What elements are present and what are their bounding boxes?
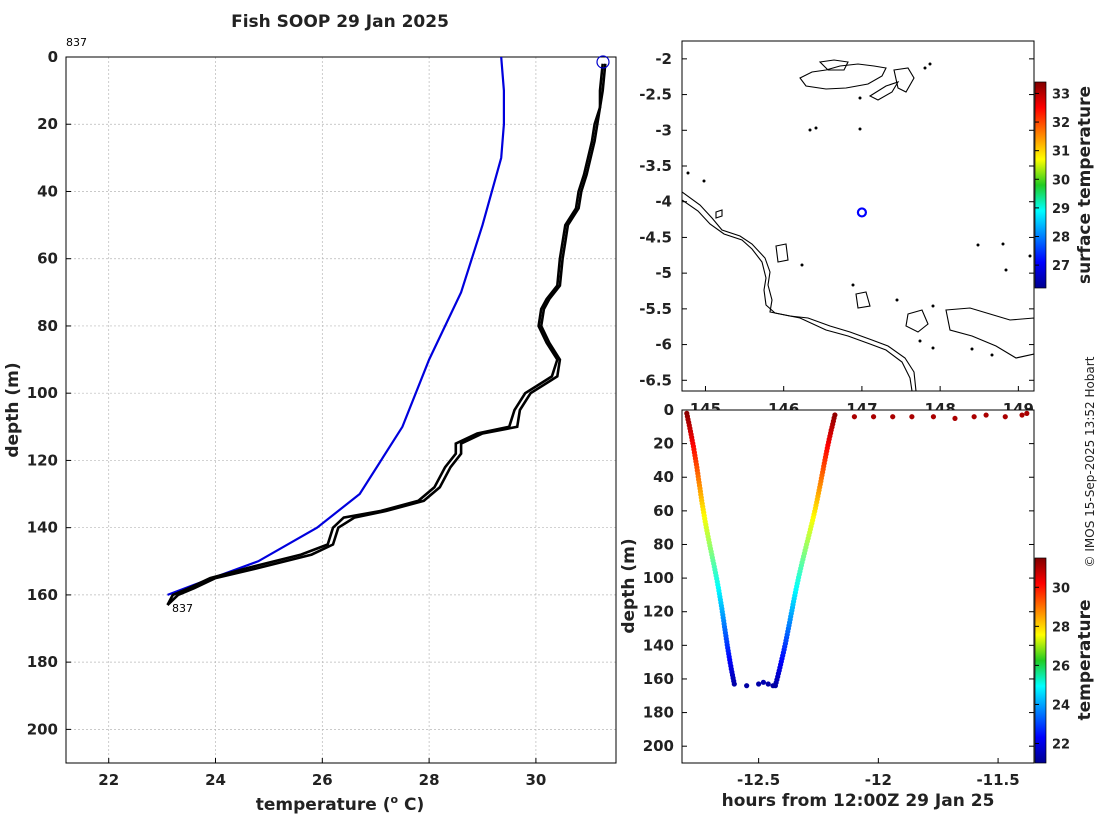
section-point (744, 683, 750, 689)
profile-axes-box (65, 56, 617, 764)
section-y-tick-label: 100 (643, 569, 674, 587)
profile-y-tick-label: 80 (37, 317, 58, 335)
section-point (756, 681, 762, 687)
section-point (760, 679, 767, 685)
section-ticks: 0 20 40 60 80 100 120 140 160 180 200 -12.5 -12 -11.5 (643, 401, 1034, 789)
section-axes-box (681, 409, 1035, 764)
current-position-marker (856, 207, 868, 218)
section-point (832, 412, 838, 418)
surface-temperature-colorbar (1034, 81, 1047, 289)
profile-x-tick-label: 30 (525, 771, 546, 789)
temperature-colorbar (1034, 557, 1047, 764)
temperature-colorbar-ticks: 22 24 26 28 30 (1035, 581, 1070, 752)
map-lat-tick-label: -5 (655, 264, 672, 282)
profile-y-tick-label: 40 (37, 182, 58, 200)
profile-x-label: temperature (o C) (256, 793, 425, 815)
colorbar-tick-label: 28 (1052, 231, 1070, 246)
section-x-tick-label: -12.5 (737, 771, 780, 789)
section-point (952, 415, 958, 422)
section-y-tick-label: 160 (643, 670, 674, 688)
map-lat-tick-label: -4 (655, 193, 672, 211)
chart-title: Fish SOOP 29 Jan 2025 (231, 12, 449, 32)
section-point (1024, 410, 1030, 416)
profile-x-tick-label: 22 (98, 771, 119, 789)
section-point (851, 414, 858, 420)
upcast-line (166, 63, 607, 606)
map-lat-tick-label: -2.5 (639, 86, 672, 104)
profile-y-tick-label: 180 (27, 653, 58, 671)
colorbar-tick-label: 33 (1052, 87, 1070, 102)
profile-y-ticks: 0 20 40 60 80 100 120 140 160 180 200 (27, 48, 71, 738)
section-point (765, 681, 771, 687)
profile-x-tick-label: 26 (312, 771, 333, 789)
surface-temperature-colorbar-label: surface temperature (1075, 86, 1095, 284)
temperature-colorbar-label: temperature (1075, 599, 1095, 720)
colorbar-tick-label: 30 (1052, 581, 1070, 596)
section-x-label: hours from 12:00Z 29 Jan 25 (722, 791, 995, 811)
map-lat-tick-label: -6.5 (639, 371, 672, 389)
colorbar-tick-label: 22 (1052, 737, 1070, 752)
profile-y-tick-label: 160 (27, 586, 58, 604)
colorbar-tick-label: 31 (1052, 145, 1070, 160)
section-point (983, 412, 989, 418)
map-lat-tick-label: -3.5 (639, 157, 672, 175)
section-point (870, 414, 877, 420)
profile-y-label: depth (m) (3, 362, 23, 457)
profile-y-tick-label: 0 (48, 48, 58, 66)
coastline (682, 59, 1034, 391)
section-point (971, 414, 977, 420)
section-y-tick-label: 200 (643, 737, 674, 755)
profile-y-tick-label: 20 (37, 115, 58, 133)
colorbar-tick-label: 29 (1052, 202, 1070, 217)
section-y-tick-label: 40 (653, 468, 674, 486)
section-x-tick-label: -12 (865, 771, 892, 789)
profile-y-tick-label: 100 (27, 384, 58, 402)
section-x-tick-label: -11.5 (976, 771, 1019, 789)
surface-start-marker (596, 55, 610, 69)
colorbar-tick-label: 30 (1052, 173, 1070, 188)
section-y-tick-label: 80 (653, 535, 674, 553)
profile-x-tick-label: 28 (419, 771, 440, 789)
map-lat-tick-label: -4.5 (639, 228, 672, 246)
section-y-tick-label: 0 (664, 401, 674, 419)
section-point (731, 681, 737, 687)
colorbar-tick-label: 26 (1052, 659, 1070, 674)
station-label-top: 837 (66, 36, 87, 49)
map-lat-tick-label: -2 (655, 50, 672, 68)
section-y-tick-label: 60 (653, 502, 674, 520)
credit-text: © IMOS 15-Sep-2025 13:52 Hobart (1083, 356, 1097, 567)
section-y-tick-label: 180 (643, 704, 674, 722)
section-data-points (684, 410, 1030, 689)
profile-x-ticks: 22 24 26 28 30 (98, 758, 546, 789)
profile-y-tick-label: 60 (37, 250, 58, 268)
profile-y-tick-label: 120 (27, 451, 58, 469)
downcast-line (166, 63, 604, 606)
section-y-label: depth (m) (619, 538, 639, 633)
section-y-tick-label: 140 (643, 636, 674, 654)
profile-x-tick-label: 24 (205, 771, 226, 789)
map-axes-box (681, 40, 1035, 392)
section-point (1019, 412, 1025, 418)
profile-y-tick-label: 200 (27, 720, 58, 738)
section-point (930, 414, 937, 420)
station-label-bottom: 837 (172, 602, 193, 615)
profile-grid (66, 56, 616, 763)
colorbar-tick-label: 32 (1052, 116, 1070, 131)
colorbar-tick-label: 27 (1052, 259, 1070, 274)
map-lat-tick-label: -6 (655, 336, 672, 354)
profile-y-tick-label: 140 (27, 519, 58, 537)
surface-temperature-colorbar-ticks: 27 28 29 30 31 32 33 (1035, 87, 1070, 274)
climatology-line (167, 57, 505, 596)
map-lat-tick-label: -5.5 (639, 300, 672, 318)
section-point (1002, 414, 1008, 420)
section-point (909, 414, 915, 420)
section-y-tick-label: 120 (643, 603, 674, 621)
colorbar-tick-label: 28 (1052, 620, 1070, 635)
colorbar-tick-label: 24 (1052, 698, 1070, 713)
map-small-islands (686, 62, 1032, 357)
section-point (890, 414, 896, 420)
map-lat-tick-label: -3 (655, 121, 672, 139)
section-y-tick-label: 20 (653, 435, 674, 453)
